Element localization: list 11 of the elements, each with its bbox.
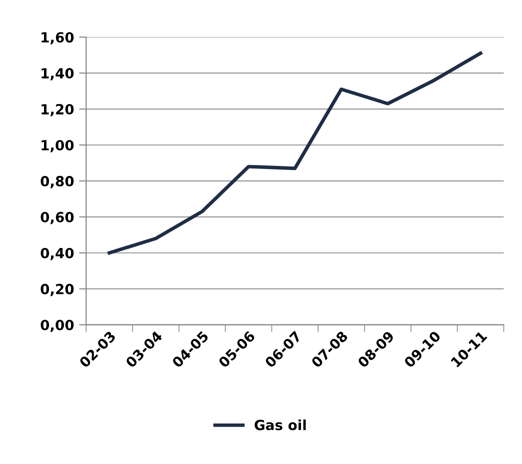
y-tick-label: 1,20 [42,104,74,116]
y-tick-label: 1,60 [42,32,74,44]
y-tick-label: 0,40 [40,248,74,260]
line-series [108,52,482,255]
y-tick-label: 0,00 [40,320,74,332]
legend-label: Gas oil [254,420,306,430]
y-tick-label: 0,80 [40,176,74,188]
y-tick-label: 1,40 [42,68,74,80]
y-tick-label: 1,00 [42,140,74,152]
y-tick-label: 0,60 [40,212,74,224]
y-tick-label: 0,20 [40,284,74,296]
